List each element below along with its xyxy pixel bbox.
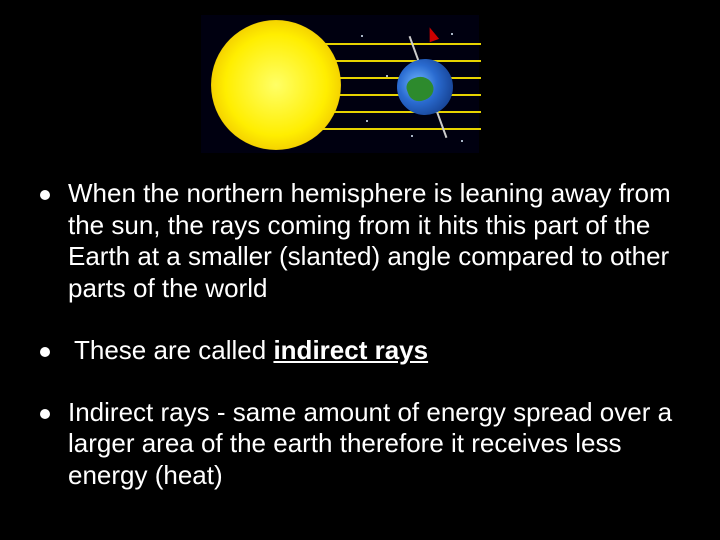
list-item: When the northern hemisphere is leaning … [40, 178, 680, 305]
bullet-list: When the northern hemisphere is leaning … [40, 178, 680, 522]
bullet-text: When the northern hemisphere is leaning … [68, 178, 680, 305]
sun-icon [211, 20, 341, 150]
star-icon [461, 140, 463, 142]
list-item: These are called indirect rays [40, 335, 680, 367]
bullet-marker-icon [40, 190, 50, 200]
star-icon [411, 135, 413, 137]
list-item: Indirect rays - same amount of energy sp… [40, 397, 680, 492]
star-icon [361, 35, 363, 37]
star-icon [366, 120, 368, 122]
bullet-text: Indirect rays - same amount of energy sp… [68, 397, 680, 492]
bullet-text-underlined: indirect rays [273, 335, 428, 365]
sun-earth-diagram [200, 14, 480, 154]
slide: When the northern hemisphere is leaning … [0, 0, 720, 540]
bullet-marker-icon [40, 409, 50, 419]
bullet-marker-icon [40, 347, 50, 357]
bullet-text-prefix: These are called [74, 335, 273, 365]
north-arrow-icon [425, 26, 439, 43]
star-icon [386, 75, 388, 77]
star-icon [451, 33, 453, 35]
bullet-text: These are called indirect rays [68, 335, 680, 367]
